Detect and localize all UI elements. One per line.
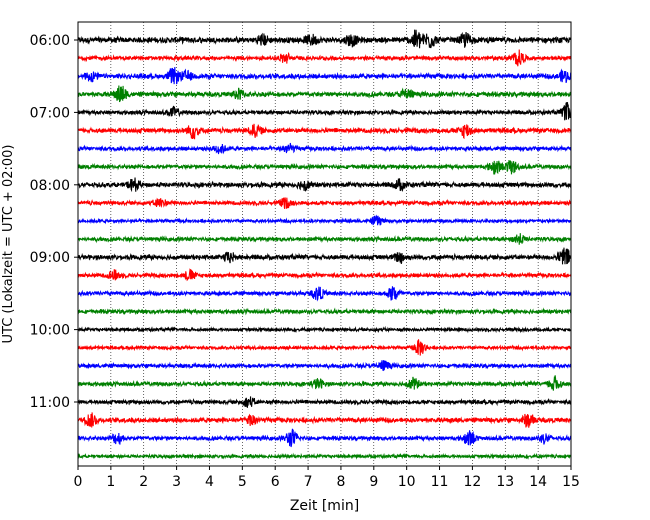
trace-09:15 [77, 268, 572, 282]
trace-08:45 [77, 233, 572, 245]
y-tick-label-06:00: 06:00 [30, 33, 70, 49]
y-tick-label-11:00: 11:00 [30, 395, 70, 411]
x-tick-label-15: 15 [562, 474, 580, 490]
y-tick-label-09:00: 09:00 [30, 250, 70, 266]
trace-07:15 [77, 123, 572, 140]
y-tick-label-08:00: 08:00 [30, 178, 70, 194]
trace-09:00 [77, 247, 572, 265]
trace-10:30 [77, 360, 572, 372]
trace-06:15 [77, 49, 572, 67]
x-tick-label-10: 10 [398, 474, 416, 490]
trace-07:30 [77, 142, 572, 155]
x-tick-label-2: 2 [139, 474, 148, 490]
trace-09:30 [77, 286, 572, 302]
x-tick-label-12: 12 [463, 474, 481, 490]
traces-group [77, 29, 572, 460]
trace-08:15 [77, 197, 572, 210]
x-tick-label-3: 3 [172, 474, 181, 490]
x-tick-label-6: 6 [271, 474, 280, 490]
y-axis-ticks: 06:00 07:00 08:00 09:00 10:00 11:00 [30, 33, 78, 411]
trace-07:00 [77, 101, 572, 121]
trace-11:45 [77, 452, 572, 460]
trace-10:15 [77, 339, 572, 356]
x-tick-label-4: 4 [205, 474, 214, 490]
trace-06:00 [77, 29, 572, 49]
y-tick-label-07:00: 07:00 [30, 105, 70, 121]
trace-07:45 [77, 160, 572, 175]
trace-10:00 [77, 325, 572, 334]
x-tick-label-11: 11 [431, 474, 449, 490]
trace-11:30 [77, 428, 572, 448]
trace-06:45 [77, 85, 572, 103]
x-tick-label-14: 14 [529, 474, 547, 490]
x-tick-label-7: 7 [304, 474, 313, 490]
vertical-gridlines [110, 22, 539, 466]
y-tick-label-10:00: 10:00 [30, 323, 70, 339]
trace-09:45 [77, 307, 572, 316]
y-axis-label: UTC (Lokalzeit = UTC + 02:00) [1, 145, 16, 344]
trace-08:00 [77, 177, 572, 193]
x-tick-label-13: 13 [496, 474, 514, 490]
x-tick-label-1: 1 [106, 474, 115, 490]
x-tick-label-8: 8 [336, 474, 345, 490]
plot-frame [77, 21, 572, 467]
trace-06:30 [77, 66, 572, 85]
trace-10:45 [77, 375, 572, 391]
trace-11:00 [77, 396, 572, 408]
x-tick-label-5: 5 [238, 474, 247, 490]
x-tick-label-0: 0 [74, 474, 83, 490]
x-axis-label: Zeit [min] [290, 498, 359, 514]
trace-11:15 [77, 412, 572, 428]
trace-08:30 [77, 214, 572, 226]
x-axis-ticks: 0 1 2 3 4 5 6 7 8 9 10 11 12 13 14 15 [74, 466, 580, 490]
x-tick-label-9: 9 [369, 474, 378, 490]
